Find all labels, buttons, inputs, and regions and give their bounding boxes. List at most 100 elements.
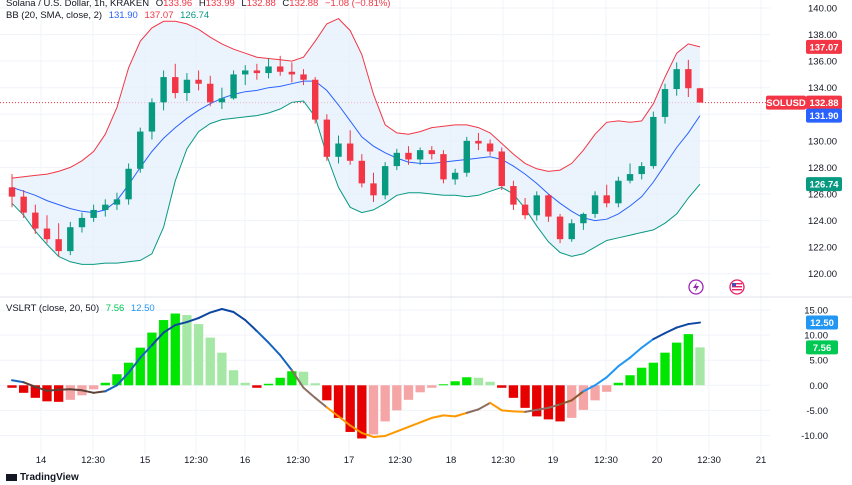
price-axis[interactable]: 120.00 122.00 124.00 126.00 128.00 130.00 132.… [801,4,837,442]
price-tick-label: 140.00 [808,4,837,15]
histogram-bar [508,385,519,398]
candle-body [311,79,319,120]
vslrt-line-segment [337,415,352,427]
time-tick-label: 12:30 [491,455,515,466]
tradingview-logo[interactable]: TradingView [6,472,79,483]
candle [673,62,680,96]
candle [346,130,354,165]
vslrt-line-segment [419,416,433,424]
vslrt-line-segment [500,409,515,413]
histogram-bar [625,375,635,386]
ohlc-open: O133.96 [155,0,193,9]
histogram-bar [462,377,472,386]
histogram-bar [65,385,75,400]
vslrt-line-segment [325,406,340,418]
candle [591,191,599,218]
vslrt-line-segment [115,371,130,387]
bb-legend-upper: 137.07 [144,10,174,21]
vslrt-line-segment [104,384,118,393]
bollinger-band-fill [12,18,700,265]
histogram-bar [450,381,460,386]
vslrt-line-segment [430,414,445,419]
vslrt-line-segment [22,381,37,388]
candle [358,154,366,188]
candle-body [463,140,470,173]
ohlc-high: H133.99 [198,0,235,9]
bb-legend[interactable]: BB (20, SMA, close, 2) 131.90 137.07 126… [6,10,213,21]
vslrt-line-segment [232,311,247,322]
vslrt-line-segment [547,403,562,409]
candle [650,111,657,169]
vslrt-line-segment [360,431,375,438]
histogram-bar [520,385,530,408]
bb-legend-label: BB (20, SMA, close, 2) [6,10,103,21]
candle-body [90,209,97,218]
price-tick-label: 124.00 [808,216,837,227]
candle-body [556,216,564,240]
time-tick-label: 19 [548,455,559,466]
candle-body [288,71,296,75]
us-flag-icon[interactable] [729,279,745,295]
candle [335,135,342,164]
candle [463,136,470,177]
candle [20,190,27,218]
time-tick-label: 12:30 [697,455,721,466]
vslrt-line-segment [675,323,690,329]
candle-body [43,228,51,240]
price-tick-label: 126.00 [808,190,837,201]
histogram-bar [672,342,682,386]
candle [510,180,517,210]
vslrt-legend-v2: 12.50 [130,303,155,314]
candle-body [276,66,284,72]
vslrt-line-segment [395,425,410,433]
ohlc-close: C132.88 [282,0,319,9]
candle-body [498,151,505,187]
osc-tick-label: 0.00 [810,381,829,392]
last-price-badge-bg [806,95,842,110]
vslrt-legend[interactable]: VSLRT (close, 20, 50) 7.56 12.50 [6,303,159,314]
time-tick-label: 17 [344,455,355,466]
vslrt-line-segment [197,311,212,320]
time-axis[interactable]: 14 12:30 15 12:30 16 12:30 17 12:30 18 12:30 19 12:… [36,455,767,466]
histogram-bar [322,385,332,401]
candle [661,83,669,124]
flash-icon[interactable] [688,279,704,295]
histogram-bar [368,385,379,435]
histogram-bar [532,385,542,417]
vslrt-line-segment [302,386,317,399]
time-tick-label: 18 [446,455,457,466]
vslrt-legend-v1: 7.56 [105,303,125,314]
histogram-bar [578,385,589,410]
candle-body [545,195,552,217]
vslrt-line-segment [489,401,503,412]
time-tick-label: 12:30 [184,455,208,466]
candle [440,150,447,184]
histogram-bar [637,367,647,386]
bb-lower-badge-bg [806,177,842,192]
histogram-bar [345,385,355,432]
price-tick-label: 130.00 [808,136,837,147]
candle-body [148,102,156,132]
osc-badge-hist: 7.56 [806,340,838,355]
candle-body [20,196,27,213]
price-change: −1.08 (−0.81%) [324,0,391,9]
histogram-bar [18,385,29,393]
candle-body [300,74,307,80]
candle [125,163,132,205]
vslrt-line-segment [279,354,293,372]
candle [32,204,39,234]
candle-body [78,217,86,228]
histogram-bar [193,324,204,386]
candle-body [533,195,540,216]
candle-body [626,174,634,181]
histogram-bar [357,385,367,439]
vslrt-line-segment [582,384,597,393]
bb-basis-badge-bg [806,108,842,123]
candle-body [510,186,517,205]
candle [416,147,424,165]
candle-body [650,116,657,167]
candle-body [393,152,401,167]
histogram-bar [263,383,274,386]
candle-body [591,195,599,214]
